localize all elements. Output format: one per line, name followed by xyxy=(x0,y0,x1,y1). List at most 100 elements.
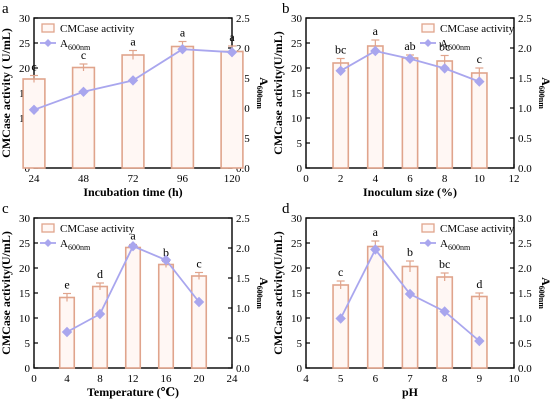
y-axis-label: CMCase activity(U/mL) xyxy=(271,31,285,155)
legend-label-subscript: 600nm xyxy=(448,243,471,252)
x-tick-label: 4 xyxy=(373,173,379,185)
y-tick-label: 10 xyxy=(291,313,303,325)
x-tick-label: 8 xyxy=(442,173,448,185)
legend-label-subscript: 600nm xyxy=(68,43,91,52)
bar xyxy=(401,57,419,169)
significance-letter: b xyxy=(407,245,413,259)
y-tick-label: 5 xyxy=(25,338,31,350)
a600-point xyxy=(226,46,238,58)
y-tick-label: 5 xyxy=(297,138,303,150)
x-tick-label: 8 xyxy=(442,373,448,385)
y2-tick-label: 2.5 xyxy=(518,238,532,250)
a600-point xyxy=(61,326,73,338)
x-tick-label: 24 xyxy=(227,373,239,385)
x-tick-label: 6 xyxy=(373,373,379,385)
chart-panel-a: a244872961200510152025300.00.51.01.52.02… xyxy=(0,1,271,199)
significance-letter: a xyxy=(180,26,186,40)
y2-tick-label: 1.0 xyxy=(518,103,532,115)
x-axis-label: Inoculum size (%) xyxy=(363,185,457,199)
y2-tick-label: 0.5 xyxy=(518,338,532,350)
significance-letter: c xyxy=(477,52,482,66)
a600-point xyxy=(127,75,139,86)
bar xyxy=(470,72,488,169)
y-tick-label: 15 xyxy=(291,288,303,300)
significance-letter: bc xyxy=(439,257,450,271)
y-tick-label: 30 xyxy=(291,213,303,225)
y-tick-label: 10 xyxy=(291,113,303,125)
bar xyxy=(332,284,350,369)
legend-bar-label: CMCase activity xyxy=(440,23,515,35)
x-tick-label: 5 xyxy=(338,373,344,385)
x-tick-label: 16 xyxy=(161,373,173,385)
x-tick-label: 0 xyxy=(303,173,309,185)
y2-tick-label: 3.0 xyxy=(518,213,532,225)
legend-bar-swatch xyxy=(421,223,435,233)
x-tick-label: 120 xyxy=(224,173,241,185)
y-tick-label: 25 xyxy=(291,238,303,250)
significance-letter: e xyxy=(64,278,69,292)
x-tick-label: 8 xyxy=(97,373,103,385)
significance-letter: d xyxy=(97,267,103,281)
y-tick-label: 25 xyxy=(19,38,31,50)
a600-point xyxy=(439,306,450,317)
x-axis-label: Temperature (℃) xyxy=(87,385,179,399)
panel-letter: c xyxy=(2,201,9,217)
a600-point xyxy=(439,63,450,74)
significance-letter: a xyxy=(229,30,235,44)
y-axis-label: CMCase activity(U/mL) xyxy=(0,231,13,355)
legend-label-subscript: 600nm xyxy=(448,43,471,52)
significance-letter: a xyxy=(130,35,136,49)
chart-panel-d: d 4 5 6 7 8 9 10 0 5 10 15 20 25 30 0.0 0.5 1.0 1.5 2.0 2.5 3… xyxy=(271,201,550,399)
significance-letter: a xyxy=(373,225,379,239)
significance-letter: a xyxy=(373,24,379,38)
y2-tick-label: 1.5 xyxy=(518,73,532,85)
y2-label-subscript: 600nm xyxy=(255,86,264,109)
y-tick-label: 0 xyxy=(25,363,31,375)
x-tick-label: 20 xyxy=(194,373,206,385)
a600-point xyxy=(177,43,188,55)
y-tick-label: 0 xyxy=(297,363,303,375)
a600-point xyxy=(474,335,485,347)
legend-line-marker xyxy=(44,239,52,247)
legend-line-marker xyxy=(424,239,432,247)
a600-point xyxy=(335,65,346,77)
y2-axis-label: A600nm xyxy=(537,277,550,309)
legend-line-label: A600nm xyxy=(60,38,91,52)
a600-point xyxy=(474,76,485,87)
y2-axis-label: A600nm xyxy=(537,77,550,109)
y-tick-label: 20 xyxy=(291,63,303,75)
bar xyxy=(71,66,96,169)
y2-tick-label: 0.0 xyxy=(236,363,250,375)
y2-tick-label: 1.5 xyxy=(236,273,250,285)
a600-point xyxy=(370,45,381,57)
a600-point xyxy=(94,308,106,320)
y2-tick-label: 2.5 xyxy=(518,13,532,25)
legend-line-marker xyxy=(424,39,432,47)
bar xyxy=(170,45,195,169)
x-tick-label: 0 xyxy=(31,373,37,385)
y2-label-subscript: 600nm xyxy=(537,286,546,309)
chart-panel-c: c 0 4 8 12 16 20 24 0 5 10 15 20 25 30 0.0 0.5 1.0 1.5 2.0 2… xyxy=(0,201,271,399)
y2-tick-label: 2.5 xyxy=(236,213,250,225)
y-tick-label: 0 xyxy=(25,163,31,175)
bar xyxy=(332,62,350,169)
y-tick-label: 30 xyxy=(291,13,303,25)
x-tick-label: 10 xyxy=(509,373,521,385)
x-tick-label: 96 xyxy=(177,173,189,185)
bar xyxy=(366,45,384,169)
y2-tick-label: 0.0 xyxy=(518,163,532,175)
x-tick-label: 48 xyxy=(78,173,90,185)
x-tick-label: 9 xyxy=(477,373,483,385)
y2-tick-label: 0.5 xyxy=(236,333,250,345)
y2-axis-label: A600nm xyxy=(255,77,271,109)
bar xyxy=(436,60,454,169)
x-tick-label: 10 xyxy=(474,173,486,185)
significance-letter: c xyxy=(338,265,343,279)
a600-point xyxy=(404,53,416,65)
bar xyxy=(470,295,488,369)
y2-label-subscript: 600nm xyxy=(537,86,546,109)
bar xyxy=(22,78,46,169)
y2-tick-label: 1.5 xyxy=(518,288,532,300)
legend-label-subscript: 600nm xyxy=(68,243,91,252)
